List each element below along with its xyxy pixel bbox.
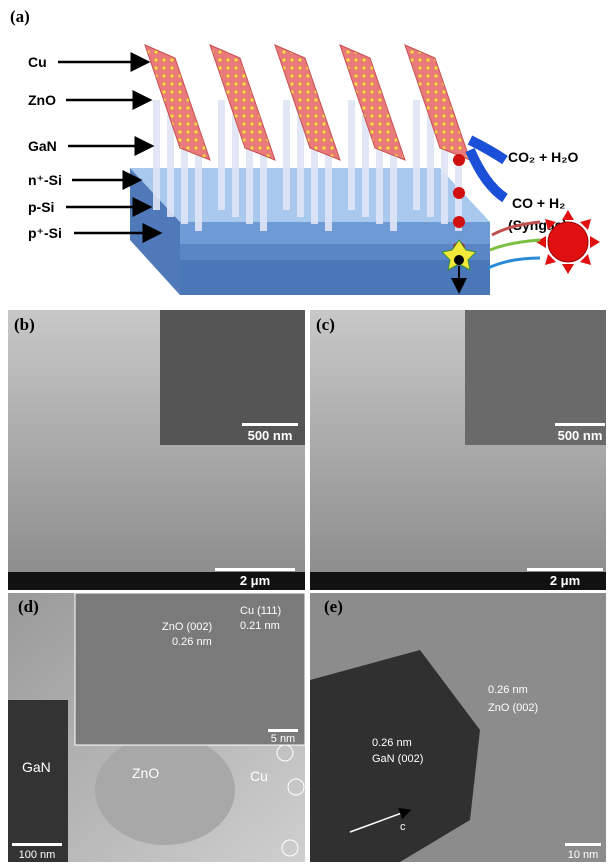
plate <box>144 44 211 161</box>
scale-label: 2 μm <box>240 573 270 588</box>
region-label: ZnO <box>132 765 159 781</box>
nanowire <box>246 130 253 224</box>
panel-label: (c) <box>316 315 335 334</box>
panel-label: (e) <box>324 597 343 616</box>
nanowire <box>181 130 188 224</box>
panel-e: (e) 0.26 nm ZnO (002) 0.26 nm GaN (002) … <box>310 593 606 862</box>
scale-label: 500 nm <box>248 428 293 443</box>
nanowire <box>441 130 448 224</box>
product-arrow <box>465 147 508 203</box>
plate <box>274 44 341 161</box>
sun <box>487 210 600 274</box>
nanowire <box>376 130 383 224</box>
nanowire <box>195 145 202 231</box>
scale-label: 100 nm <box>19 849 56 861</box>
layer-label: n⁺-Si <box>28 172 62 188</box>
nanowire <box>348 100 355 210</box>
scale-label: 500 nm <box>558 428 603 443</box>
axis-label: c <box>400 821 406 833</box>
nanowire <box>362 115 369 217</box>
panel-label: (a) <box>10 7 30 26</box>
scale-label: 10 nm <box>568 849 599 861</box>
panel-label: (b) <box>14 315 35 334</box>
lattice-label: GaN (002) <box>372 753 423 765</box>
layer-label: ZnO <box>28 92 56 108</box>
layer-p-plus <box>180 260 490 295</box>
nanowire <box>283 100 290 210</box>
scale-label: 5 nm <box>271 733 295 745</box>
nanowire <box>218 100 225 210</box>
reactant-arrow <box>467 135 508 165</box>
scale-label: 2 μm <box>550 573 580 588</box>
panel-a: (a) Cu ZnO GaN n⁺-Si p-Si p⁺-Si CO₂ + H₂… <box>10 7 600 295</box>
nanowire <box>427 115 434 217</box>
region-label: Cu <box>250 768 268 784</box>
panel-d: (d) ZnO (002) 0.26 nm Cu (111) 0.21 nm 5… <box>8 592 306 862</box>
layer-label: p⁺-Si <box>28 225 62 241</box>
plate <box>339 44 406 161</box>
nanowire <box>413 100 420 210</box>
layer-label: Cu <box>28 54 47 70</box>
layer-n <box>180 222 490 244</box>
nanowire <box>297 115 304 217</box>
layer-label: p-Si <box>28 199 54 215</box>
inset-label: 0.26 nm <box>172 636 212 648</box>
nanowire <box>153 100 160 210</box>
panel-c: (c) 500 nm 2 μm <box>310 310 606 590</box>
products: CO + H₂ <box>512 195 565 211</box>
lattice-label: 0.26 nm <box>372 737 412 749</box>
cu-circles <box>276 744 305 857</box>
lattice-label: ZnO (002) <box>488 702 538 714</box>
nanowire <box>311 130 318 224</box>
panel-b: (b) 500 nm 2 μm <box>8 310 305 590</box>
layer-arrows <box>58 52 163 243</box>
nanowires <box>153 100 462 231</box>
nanowire <box>390 145 397 231</box>
nanowire <box>167 115 174 217</box>
nanowire <box>232 115 239 217</box>
inset-label: ZnO (002) <box>162 621 212 633</box>
plate <box>209 44 276 161</box>
inset-label: 0.21 nm <box>240 620 280 632</box>
panel-label: (d) <box>18 597 39 616</box>
layer-p <box>180 244 490 260</box>
layer-label: GaN <box>28 138 57 154</box>
reactants: CO₂ + H₂O <box>508 149 579 165</box>
inset-label: Cu (111) <box>240 605 281 617</box>
region-label: GaN <box>22 759 51 775</box>
lattice-label: 0.26 nm <box>488 684 528 696</box>
nanowire <box>260 145 267 231</box>
nanowire <box>325 145 332 231</box>
cu-zno-plates <box>144 44 471 161</box>
charges <box>440 154 478 294</box>
